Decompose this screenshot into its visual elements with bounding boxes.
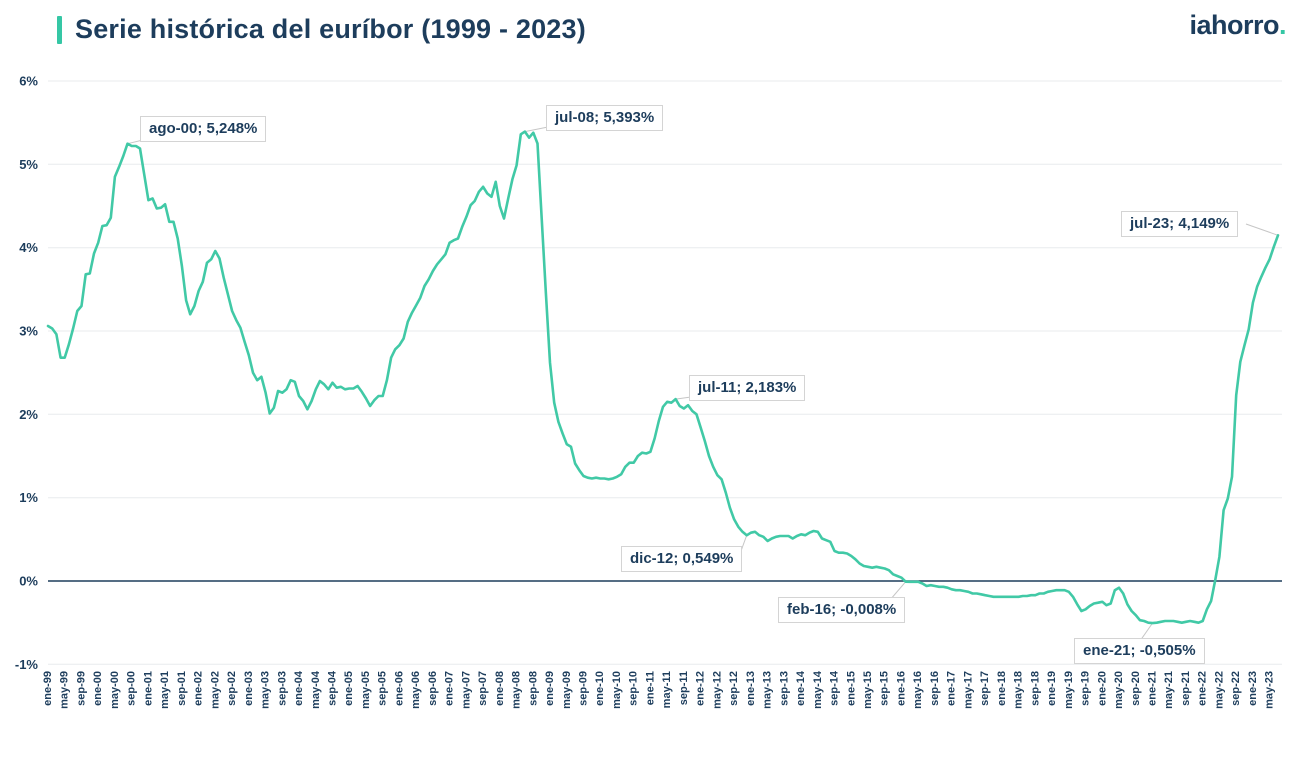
- svg-text:sep-19: sep-19: [1080, 671, 1092, 706]
- svg-text:may-03: may-03: [260, 671, 272, 709]
- svg-text:may-06: may-06: [410, 671, 422, 709]
- svg-text:3%: 3%: [19, 324, 38, 339]
- svg-text:may-00: may-00: [109, 671, 121, 709]
- title-accent-bar: [57, 15, 62, 44]
- annotation-dic-12: dic-12; 0,549%: [621, 546, 743, 572]
- page-header: Serie histórica del euríbor (1999 - 2023…: [57, 14, 586, 45]
- svg-text:sep-05: sep-05: [377, 671, 389, 706]
- svg-text:may-04: may-04: [310, 670, 322, 709]
- svg-text:ene-20: ene-20: [1096, 671, 1108, 706]
- svg-text:ene-07: ene-07: [444, 671, 456, 706]
- svg-text:ene-02: ene-02: [193, 671, 205, 706]
- svg-text:may-05: may-05: [360, 671, 372, 709]
- svg-text:may-19: may-19: [1063, 671, 1075, 709]
- svg-text:ene-21: ene-21: [1147, 671, 1159, 706]
- svg-text:may-20: may-20: [1113, 671, 1125, 709]
- svg-text:may-16: may-16: [912, 671, 924, 709]
- svg-text:may-12: may-12: [711, 671, 723, 709]
- svg-text:ene-18: ene-18: [996, 671, 1008, 706]
- svg-text:may-11: may-11: [661, 671, 673, 708]
- svg-text:ene-22: ene-22: [1197, 671, 1209, 706]
- svg-text:sep-06: sep-06: [427, 671, 439, 706]
- svg-text:sep-20: sep-20: [1130, 671, 1142, 706]
- annotation-feb-16: feb-16; -0,008%: [778, 597, 906, 623]
- logo-text: iahorro: [1189, 10, 1279, 40]
- svg-text:ene-12: ene-12: [695, 671, 707, 706]
- svg-text:ene-08: ene-08: [494, 671, 506, 706]
- svg-text:sep-01: sep-01: [176, 671, 188, 706]
- svg-text:may-23: may-23: [1264, 671, 1276, 709]
- svg-text:sep-08: sep-08: [527, 671, 539, 706]
- svg-text:1%: 1%: [19, 490, 38, 505]
- svg-text:sep-00: sep-00: [126, 671, 138, 706]
- svg-text:may-02: may-02: [209, 671, 221, 709]
- svg-text:may-22: may-22: [1213, 671, 1225, 709]
- svg-text:sep-21: sep-21: [1180, 671, 1192, 706]
- svg-text:sep-99: sep-99: [76, 671, 88, 706]
- svg-text:sep-12: sep-12: [728, 671, 740, 706]
- svg-text:may-10: may-10: [611, 671, 623, 709]
- svg-text:ene-17: ene-17: [946, 671, 958, 706]
- svg-text:4%: 4%: [19, 240, 38, 255]
- svg-text:sep-14: sep-14: [829, 670, 841, 706]
- svg-text:sep-18: sep-18: [1029, 671, 1041, 706]
- svg-text:sep-04: sep-04: [327, 670, 339, 706]
- svg-text:-1%: -1%: [15, 657, 39, 672]
- svg-text:may-14: may-14: [812, 670, 824, 709]
- page-title: Serie histórica del euríbor (1999 - 2023…: [75, 14, 586, 44]
- svg-text:6%: 6%: [19, 74, 38, 89]
- svg-text:ene-04: ene-04: [293, 670, 305, 706]
- svg-text:2%: 2%: [19, 407, 38, 422]
- svg-text:may-18: may-18: [1013, 671, 1025, 709]
- svg-text:may-08: may-08: [511, 671, 523, 709]
- svg-text:ene-99: ene-99: [42, 671, 54, 706]
- annotation-ago-00: ago-00; 5,248%: [140, 116, 267, 142]
- iahorro-logo: iahorro.: [1189, 10, 1286, 41]
- svg-text:ene-13: ene-13: [745, 671, 757, 706]
- svg-text:ene-03: ene-03: [243, 671, 255, 706]
- svg-text:sep-15: sep-15: [879, 671, 891, 706]
- svg-text:sep-22: sep-22: [1230, 671, 1242, 706]
- svg-text:sep-02: sep-02: [226, 671, 238, 706]
- svg-text:ene-16: ene-16: [896, 671, 908, 706]
- svg-text:ene-01: ene-01: [142, 671, 154, 706]
- svg-text:may-15: may-15: [862, 671, 874, 709]
- svg-text:sep-10: sep-10: [628, 671, 640, 706]
- svg-text:may-07: may-07: [460, 671, 472, 709]
- svg-text:sep-17: sep-17: [979, 671, 991, 706]
- svg-text:may-21: may-21: [1163, 671, 1175, 709]
- annotation-jul-08: jul-08; 5,393%: [546, 105, 664, 131]
- svg-text:may-13: may-13: [762, 671, 774, 709]
- svg-text:ene-05: ene-05: [343, 671, 355, 706]
- svg-text:ene-15: ene-15: [845, 671, 857, 706]
- svg-text:sep-03: sep-03: [276, 671, 288, 706]
- svg-text:ene-23: ene-23: [1247, 671, 1259, 706]
- logo-dot: .: [1278, 10, 1287, 40]
- svg-text:sep-07: sep-07: [477, 671, 489, 706]
- svg-text:may-99: may-99: [59, 671, 71, 709]
- svg-text:sep-13: sep-13: [778, 671, 790, 706]
- svg-text:ene-10: ene-10: [594, 671, 606, 706]
- svg-text:sep-11: sep-11: [678, 671, 690, 705]
- svg-text:may-01: may-01: [159, 671, 171, 709]
- svg-text:sep-16: sep-16: [929, 671, 941, 706]
- annotation-jul-23: jul-23; 4,149%: [1121, 211, 1239, 237]
- annotation-jul-11: jul-11; 2,183%: [689, 375, 806, 401]
- svg-text:sep-09: sep-09: [578, 671, 590, 706]
- svg-text:0%: 0%: [19, 574, 38, 589]
- annotation-ene-21: ene-21; -0,505%: [1074, 638, 1205, 664]
- svg-text:may-17: may-17: [962, 671, 974, 709]
- svg-text:5%: 5%: [19, 157, 38, 172]
- svg-text:ene-09: ene-09: [544, 671, 556, 706]
- svg-text:ene-06: ene-06: [393, 671, 405, 706]
- svg-text:ene-00: ene-00: [92, 671, 104, 706]
- svg-text:ene-11: ene-11: [644, 671, 656, 705]
- svg-text:ene-14: ene-14: [795, 670, 807, 706]
- svg-text:ene-19: ene-19: [1046, 671, 1058, 706]
- svg-text:may-09: may-09: [561, 671, 573, 709]
